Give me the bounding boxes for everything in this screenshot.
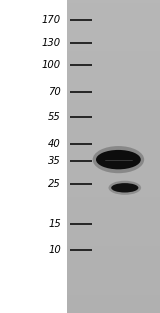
Text: 170: 170 — [42, 15, 61, 25]
Ellipse shape — [96, 150, 141, 169]
Text: 55: 55 — [48, 112, 61, 122]
Ellipse shape — [93, 146, 144, 173]
Text: 130: 130 — [42, 38, 61, 48]
Text: 25: 25 — [48, 179, 61, 189]
Text: 15: 15 — [48, 219, 61, 229]
Text: 100: 100 — [42, 60, 61, 70]
Ellipse shape — [108, 181, 141, 195]
Text: 35: 35 — [48, 156, 61, 166]
Bar — [0, 0, 67, 313]
Text: 70: 70 — [48, 87, 61, 97]
Ellipse shape — [111, 183, 138, 192]
Text: 10: 10 — [48, 245, 61, 255]
Text: 40: 40 — [48, 139, 61, 149]
